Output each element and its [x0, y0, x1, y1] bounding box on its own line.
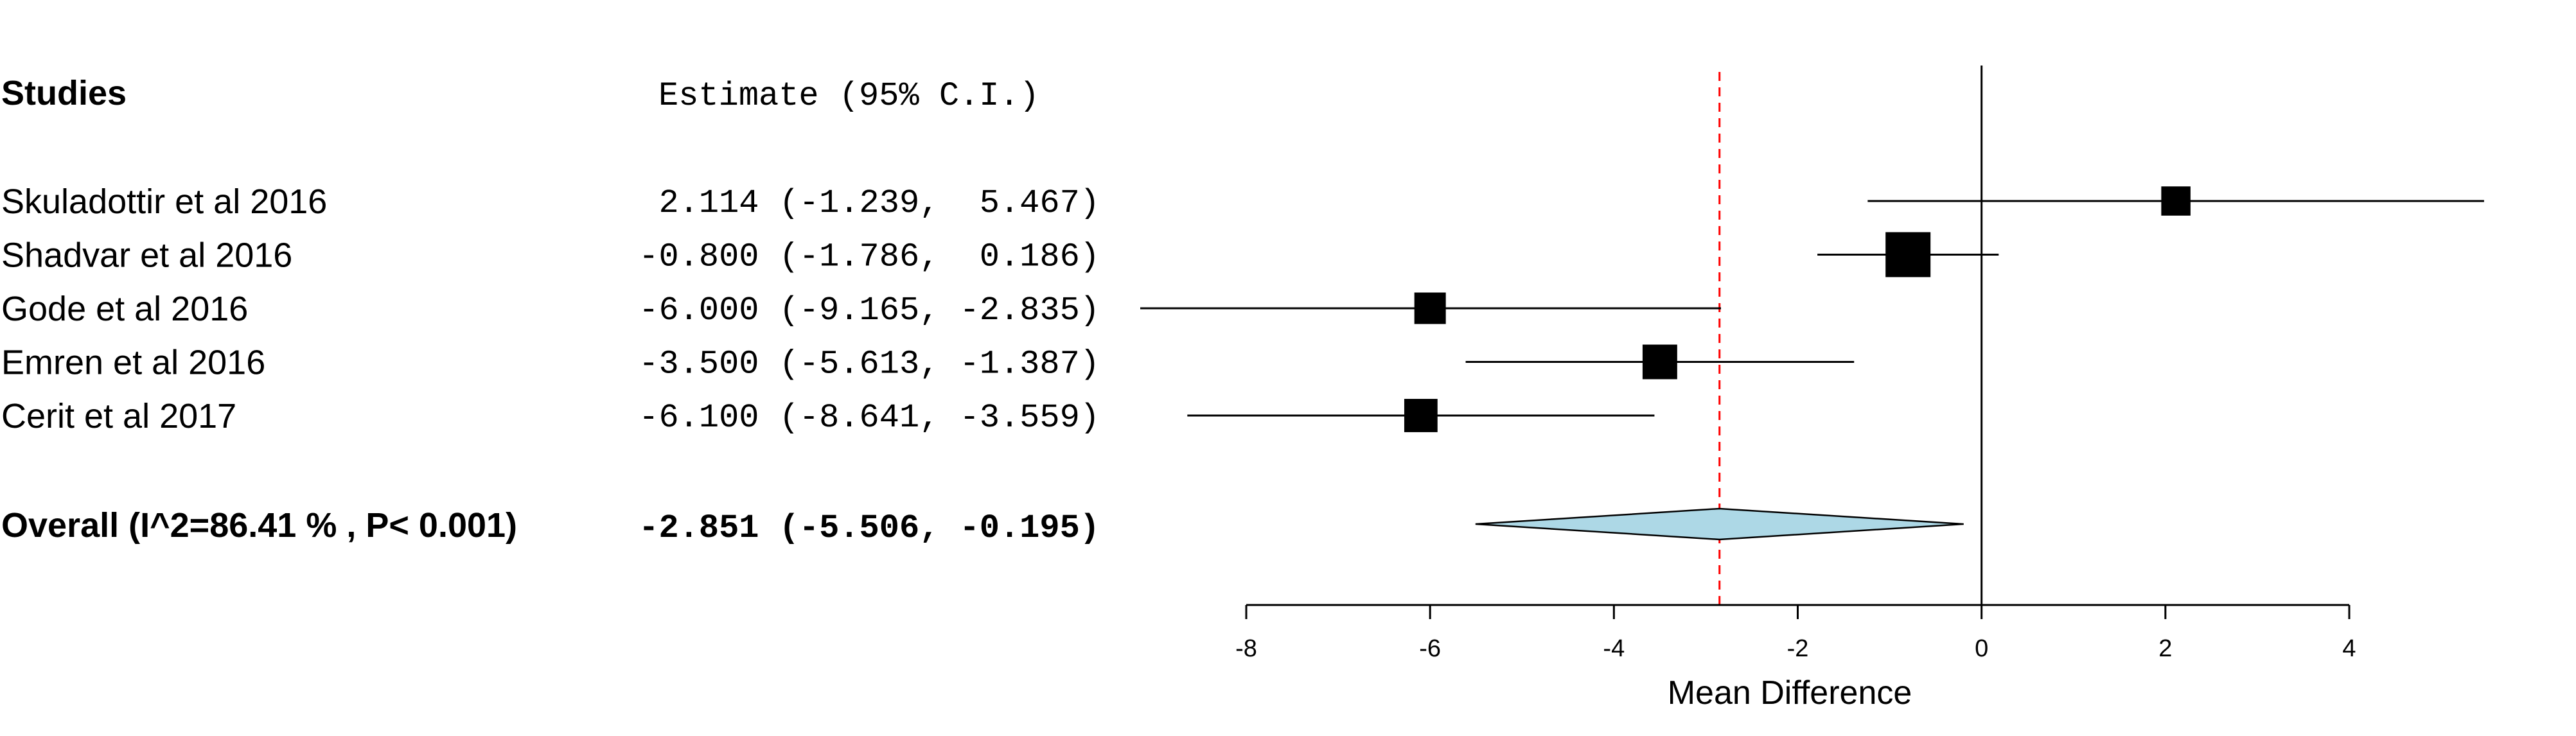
- estimate-column-header: Estimate (95% C.I.): [658, 77, 1039, 115]
- x-axis-title: Mean Difference: [1668, 674, 1912, 712]
- x-tick-label: 4: [2342, 635, 2356, 662]
- study-rows: Skuladottir et al 2016 2.114 (-1.239, 5.…: [1, 182, 1100, 437]
- x-tick-label: 0: [1975, 635, 1988, 662]
- x-tick-label: -2: [1787, 635, 1809, 662]
- study-label: Cerit et al 2017: [1, 397, 236, 435]
- x-tick-label: -4: [1603, 635, 1625, 662]
- overall-estimate-text: -2.851 (-5.506, -0.195): [639, 509, 1100, 547]
- x-tick-label: -8: [1235, 635, 1257, 662]
- study-label: Skuladottir et al 2016: [1, 182, 327, 221]
- x-tick-label: -6: [1419, 635, 1441, 662]
- study-estimate-text: -6.000 (-9.165, -2.835): [639, 292, 1100, 329]
- x-tick-label: 2: [2158, 635, 2172, 662]
- study-label: Shadvar et al 2016: [1, 236, 292, 275]
- study-weight-box: [1414, 292, 1446, 324]
- study-estimate-text: 2.114 (-1.239, 5.467): [639, 184, 1100, 222]
- overall-label: Overall (I^2=86.41 % , P< 0.001): [1, 506, 517, 545]
- study-label: Gode et al 2016: [1, 290, 248, 328]
- study-estimate-text: -0.800 (-1.786, 0.186): [639, 238, 1100, 276]
- x-axis: -8 -6 -4 -2 0 2 4: [1235, 604, 2356, 662]
- study-weight-box: [2161, 186, 2191, 216]
- study-weight-box: [1885, 232, 1931, 277]
- study-estimate-text: -6.100 (-8.641, -3.559): [639, 399, 1100, 437]
- studies-column-header: Studies: [1, 74, 127, 112]
- overall-diamond: [1475, 507, 1964, 541]
- study-weight-box: [1404, 399, 1438, 432]
- study-estimate-text: -3.500 (-5.613, -1.387): [639, 346, 1100, 383]
- plot-area: [1140, 66, 2484, 605]
- study-label: Emren et al 2016: [1, 344, 265, 382]
- study-weight-box: [1642, 344, 1677, 380]
